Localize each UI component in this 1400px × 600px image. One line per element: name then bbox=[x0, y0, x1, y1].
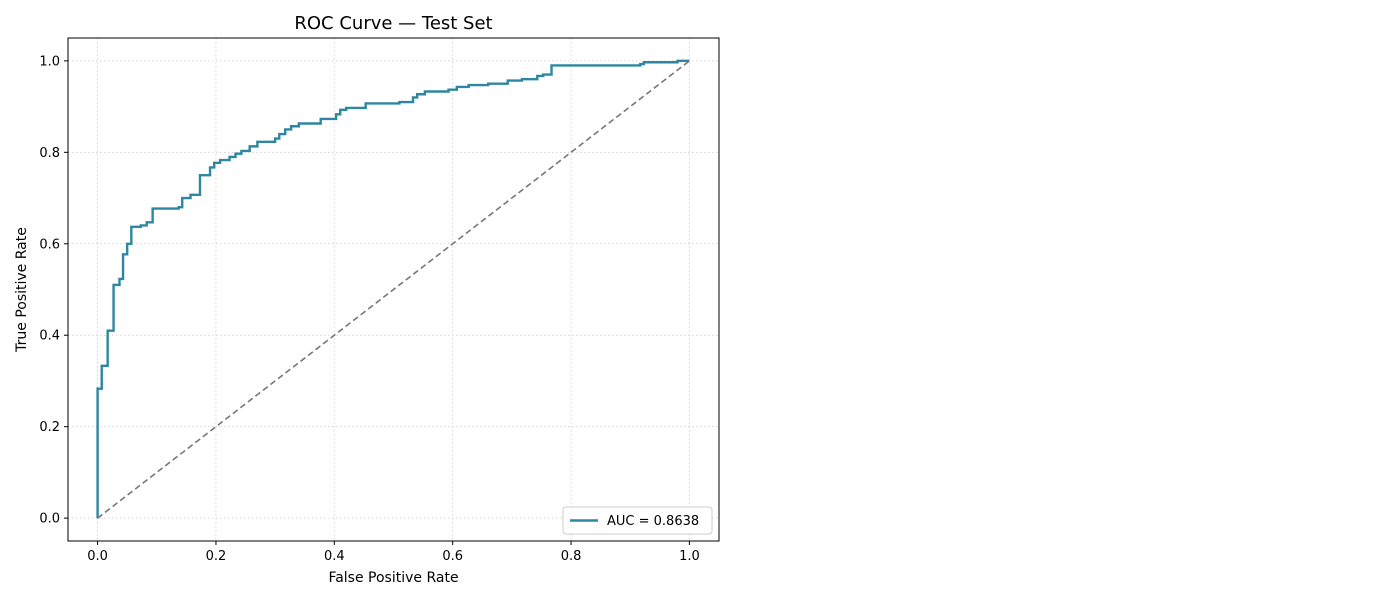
y-axis-label: True Positive Rate bbox=[14, 227, 30, 353]
legend-box bbox=[562, 506, 713, 535]
y-tick-label: 0.8 bbox=[39, 146, 60, 161]
x-axis: 0.0 0.2 0.4 0.6 0.8 1.0 bbox=[87, 541, 700, 564]
chart-title: ROC Curve — Test Set bbox=[294, 13, 492, 34]
grid bbox=[68, 38, 719, 541]
y-tick-label: 0.4 bbox=[39, 329, 60, 344]
x-tick-label: 0.6 bbox=[442, 549, 463, 564]
x-tick-label: 0.2 bbox=[206, 549, 227, 564]
roc-curve-line bbox=[96, 59, 690, 519]
series-layer bbox=[96, 59, 690, 519]
chance-line bbox=[97, 60, 690, 519]
y-tick-label: 1.0 bbox=[39, 54, 60, 69]
plot-frame bbox=[67, 37, 720, 542]
legend: AUC = 0.8638 bbox=[562, 506, 713, 535]
y-tick-label: 0.0 bbox=[39, 512, 60, 527]
x-tick-label: 0.8 bbox=[561, 549, 582, 564]
y-axis: 0.0 0.2 0.4 0.6 0.8 1.0 bbox=[39, 54, 68, 527]
y-tick-label: 0.2 bbox=[39, 420, 60, 435]
x-axis-label: False Positive Rate bbox=[328, 570, 458, 586]
legend-label: AUC = 0.8638 bbox=[607, 514, 699, 529]
x-tick-label: 0.0 bbox=[87, 549, 108, 564]
y-tick-label: 0.6 bbox=[39, 237, 60, 252]
x-tick-label: 0.4 bbox=[324, 549, 345, 564]
x-tick-label: 1.0 bbox=[679, 549, 700, 564]
